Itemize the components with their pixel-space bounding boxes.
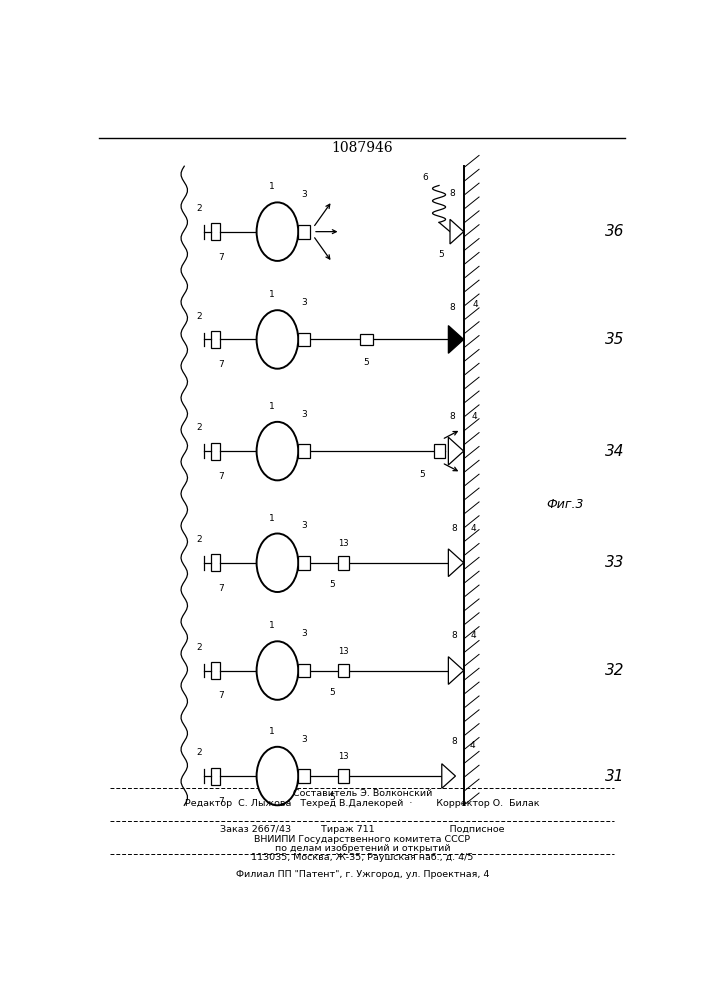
Bar bbox=[338, 664, 349, 677]
Text: 2: 2 bbox=[197, 204, 202, 213]
Bar bbox=[338, 769, 349, 783]
Bar bbox=[211, 662, 221, 679]
Bar bbox=[298, 769, 310, 783]
Text: Фиг.3: Фиг.3 bbox=[547, 498, 584, 512]
Text: 3: 3 bbox=[301, 521, 307, 530]
Text: 8: 8 bbox=[450, 412, 455, 421]
Text: 3: 3 bbox=[301, 735, 307, 744]
Text: 2: 2 bbox=[197, 748, 202, 757]
Text: 8: 8 bbox=[451, 631, 457, 640]
Text: 7: 7 bbox=[218, 253, 224, 262]
Circle shape bbox=[257, 202, 298, 261]
Text: 4: 4 bbox=[472, 412, 477, 421]
Polygon shape bbox=[450, 219, 464, 244]
Text: 33: 33 bbox=[604, 555, 624, 570]
Bar bbox=[298, 664, 310, 677]
Text: 7: 7 bbox=[218, 360, 224, 369]
Polygon shape bbox=[448, 437, 464, 465]
Bar bbox=[298, 225, 310, 239]
Text: 5: 5 bbox=[438, 250, 443, 259]
Text: 31: 31 bbox=[604, 769, 624, 784]
Text: ВНИИПИ Государственного комитета СССР: ВНИИПИ Государственного комитета СССР bbox=[255, 835, 470, 844]
Text: 7: 7 bbox=[218, 691, 224, 700]
Bar bbox=[211, 331, 221, 348]
Bar bbox=[211, 768, 221, 785]
Bar bbox=[433, 444, 445, 458]
Text: 8: 8 bbox=[451, 737, 457, 746]
Bar bbox=[298, 333, 310, 346]
Text: 1: 1 bbox=[269, 621, 275, 630]
Text: 8: 8 bbox=[451, 524, 457, 533]
Text: 3: 3 bbox=[301, 190, 307, 199]
Text: 7: 7 bbox=[218, 584, 224, 593]
Text: 2: 2 bbox=[197, 643, 202, 652]
Text: 8: 8 bbox=[450, 303, 455, 312]
Bar bbox=[211, 443, 221, 460]
Text: 35: 35 bbox=[604, 332, 624, 347]
Text: 113035, Москва, Ж-35, Раушская наб., д. 4/5: 113035, Москва, Ж-35, Раушская наб., д. … bbox=[251, 853, 474, 862]
Bar bbox=[298, 444, 310, 458]
Text: 3: 3 bbox=[301, 410, 307, 419]
Text: 2: 2 bbox=[197, 312, 202, 321]
Text: Составитель Э. Волконский: Составитель Э. Волконский bbox=[293, 789, 432, 798]
Text: 2: 2 bbox=[197, 424, 202, 432]
Text: 36: 36 bbox=[604, 224, 624, 239]
Polygon shape bbox=[448, 326, 464, 353]
Polygon shape bbox=[442, 764, 455, 788]
Circle shape bbox=[257, 310, 298, 369]
Polygon shape bbox=[448, 549, 464, 577]
Text: 5: 5 bbox=[329, 580, 335, 589]
Text: 13: 13 bbox=[338, 647, 349, 656]
Text: 5: 5 bbox=[363, 358, 369, 367]
Text: 5: 5 bbox=[329, 688, 335, 697]
Text: 13: 13 bbox=[338, 539, 349, 548]
Circle shape bbox=[257, 533, 298, 592]
Circle shape bbox=[257, 422, 298, 480]
Text: 1087946: 1087946 bbox=[332, 141, 393, 155]
Text: 1: 1 bbox=[269, 402, 275, 411]
Text: 3: 3 bbox=[301, 298, 307, 307]
Text: 7: 7 bbox=[218, 797, 224, 806]
Text: 6: 6 bbox=[423, 173, 428, 182]
Bar bbox=[211, 223, 221, 240]
Text: 32: 32 bbox=[604, 663, 624, 678]
Text: 7: 7 bbox=[218, 472, 224, 481]
Text: 13: 13 bbox=[338, 752, 349, 761]
Text: 8: 8 bbox=[450, 189, 455, 198]
Text: 3: 3 bbox=[301, 629, 307, 638]
Bar bbox=[338, 556, 349, 570]
Text: Заказ 2667/43          Тираж 711                         Подписное: Заказ 2667/43 Тираж 711 Подписное bbox=[220, 825, 505, 834]
Text: 4: 4 bbox=[471, 631, 477, 640]
Text: 2: 2 bbox=[197, 535, 202, 544]
Text: 5: 5 bbox=[420, 470, 426, 479]
Text: 1: 1 bbox=[269, 182, 275, 191]
Text: 4: 4 bbox=[471, 524, 477, 533]
Bar bbox=[360, 334, 373, 345]
Circle shape bbox=[257, 747, 298, 805]
Text: 1: 1 bbox=[269, 290, 275, 299]
Polygon shape bbox=[448, 657, 464, 684]
Text: 34: 34 bbox=[604, 444, 624, 459]
Text: 1: 1 bbox=[269, 514, 275, 523]
Circle shape bbox=[257, 641, 298, 700]
Text: 5: 5 bbox=[329, 793, 335, 802]
Bar bbox=[211, 554, 221, 571]
Text: по делам изобретений и открытий: по делам изобретений и открытий bbox=[274, 844, 450, 853]
Text: Филиал ПП "Патент", г. Ужгород, ул. Проектная, 4: Филиал ПП "Патент", г. Ужгород, ул. Прое… bbox=[235, 870, 489, 879]
Bar bbox=[298, 556, 310, 570]
Text: 4: 4 bbox=[469, 741, 474, 750]
Text: Редактор  С. Лыжова   Техред В.Далекорей  ·        Корректор О.  Билак: Редактор С. Лыжова Техред В.Далекорей · … bbox=[185, 799, 539, 808]
Text: 4: 4 bbox=[473, 300, 479, 309]
Text: 1: 1 bbox=[269, 727, 275, 736]
